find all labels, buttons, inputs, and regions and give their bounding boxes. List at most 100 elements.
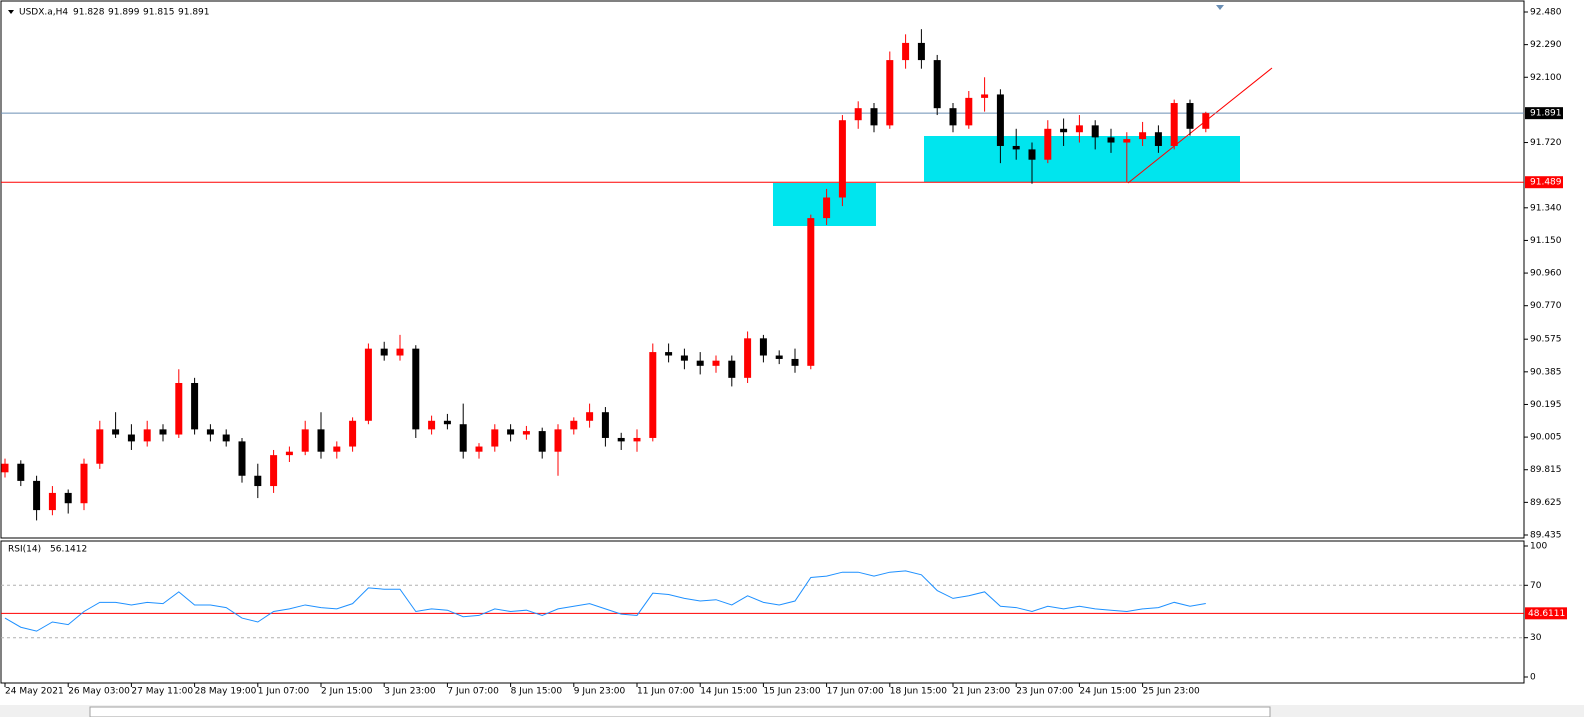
candle-body <box>1123 139 1131 143</box>
level-label: 91.489 <box>1530 178 1562 188</box>
price-label: 91.891 <box>1530 109 1562 119</box>
x-tick-label: 25 Jun 23:00 <box>1143 687 1200 697</box>
candle-body <box>1028 149 1036 160</box>
candle-body <box>870 108 878 126</box>
candle-body <box>285 451 293 456</box>
candle-body <box>1 463 9 473</box>
candle-body <box>838 120 846 198</box>
candle-body <box>996 94 1004 146</box>
candle-body <box>775 355 783 359</box>
candle-body <box>570 420 578 430</box>
x-tick-label: 1 Jun 07:00 <box>258 687 310 697</box>
x-tick-label: 7 Jun 07:00 <box>447 687 499 697</box>
main-frame <box>0 0 1525 539</box>
candle-body <box>807 218 815 366</box>
y-tick-label: 89.815 <box>1530 465 1562 475</box>
candle-body <box>33 480 41 511</box>
candle-body <box>412 348 420 430</box>
y-tick-label: 91.150 <box>1530 236 1562 246</box>
y-tick-label: 90.005 <box>1530 433 1562 443</box>
candle-body <box>665 352 673 356</box>
y-tick-label: 70 <box>1530 581 1542 591</box>
zone-box <box>924 136 1240 182</box>
rsi-frame <box>0 540 1525 684</box>
candle-body <box>744 338 752 378</box>
candle-body <box>854 108 862 121</box>
chart-header: USDX.a,H4 91.828 91.899 91.815 91.891 <box>19 8 210 18</box>
candle-body <box>317 429 325 452</box>
candle-body <box>175 382 183 435</box>
scrollbar[interactable] <box>89 706 1271 718</box>
candle-body <box>823 197 831 219</box>
candle-body <box>759 338 767 356</box>
rsi-line <box>4 570 1206 632</box>
candle-body <box>238 441 246 476</box>
candle-body <box>459 424 467 452</box>
header-value: 91.899 <box>108 8 140 18</box>
candle-body <box>554 429 562 452</box>
candle-body <box>80 463 88 504</box>
candle-body <box>507 429 515 435</box>
candle-body <box>949 108 957 126</box>
candle-body <box>1091 125 1099 138</box>
symbol: USDX.a,H4 <box>19 8 68 18</box>
candle-body <box>127 434 135 442</box>
x-tick-label: 23 Jun 07:00 <box>1016 687 1073 697</box>
rsi-level-box <box>1525 607 1567 620</box>
shift-marker <box>1216 5 1224 10</box>
candle-body <box>380 348 388 356</box>
candle-body <box>443 420 451 425</box>
candle-body <box>1154 132 1162 146</box>
candle-body <box>522 431 530 435</box>
candle-body <box>902 42 910 61</box>
header-value: 91.828 <box>73 8 105 18</box>
y-tick-label: 0 <box>1530 673 1536 683</box>
candle-body <box>538 431 546 452</box>
x-tick-label: 2 Jun 15:00 <box>321 687 373 697</box>
candle-body <box>1139 132 1147 140</box>
x-tick-label: 27 May 11:00 <box>131 687 193 697</box>
candle-body <box>364 348 372 421</box>
candle-body <box>965 97 973 126</box>
y-tick-label: 89.625 <box>1530 498 1562 508</box>
y-tick-label: 90.385 <box>1530 367 1562 377</box>
candle-body <box>333 446 341 452</box>
candle-body <box>64 492 72 504</box>
candle-body <box>96 429 104 464</box>
y-tick-label: 90.195 <box>1530 400 1562 410</box>
candle-body <box>301 429 309 452</box>
candle-body <box>191 382 199 430</box>
y-tick-label: 91.720 <box>1530 138 1562 148</box>
rsi-name: RSI(14) <box>8 545 41 555</box>
rsi-level-label: 48.6111 <box>1528 609 1565 619</box>
candle-body <box>680 355 688 361</box>
x-tick-label: 28 May 19:00 <box>195 687 257 697</box>
candle-body <box>886 60 894 126</box>
candle-body <box>222 434 230 442</box>
x-tick-label: 14 Jun 15:00 <box>700 687 757 697</box>
candle-body <box>17 463 25 481</box>
y-tick-label: 91.340 <box>1530 203 1562 213</box>
candle-body <box>491 429 499 447</box>
candle-body <box>728 360 736 378</box>
candle-body <box>601 412 609 438</box>
candle-body <box>1170 103 1178 146</box>
candle-body <box>206 429 214 435</box>
candle-body <box>791 358 799 366</box>
candle-body <box>270 455 278 487</box>
y-tick-label: 30 <box>1530 633 1542 643</box>
candle-body <box>1012 145 1020 150</box>
x-tick-label: 3 Jun 23:00 <box>384 687 436 697</box>
y-tick-label: 92.100 <box>1530 73 1562 83</box>
x-tick-label: 15 Jun 23:00 <box>763 687 820 697</box>
candle-body <box>633 437 641 442</box>
candle-body <box>349 420 357 447</box>
trend-line <box>1127 67 1273 184</box>
x-tick-label: 18 Jun 15:00 <box>890 687 947 697</box>
candle-body <box>649 352 657 438</box>
candle-body <box>1186 103 1194 129</box>
x-tick-label: 9 Jun 23:00 <box>574 687 626 697</box>
candle-body <box>1060 128 1068 133</box>
